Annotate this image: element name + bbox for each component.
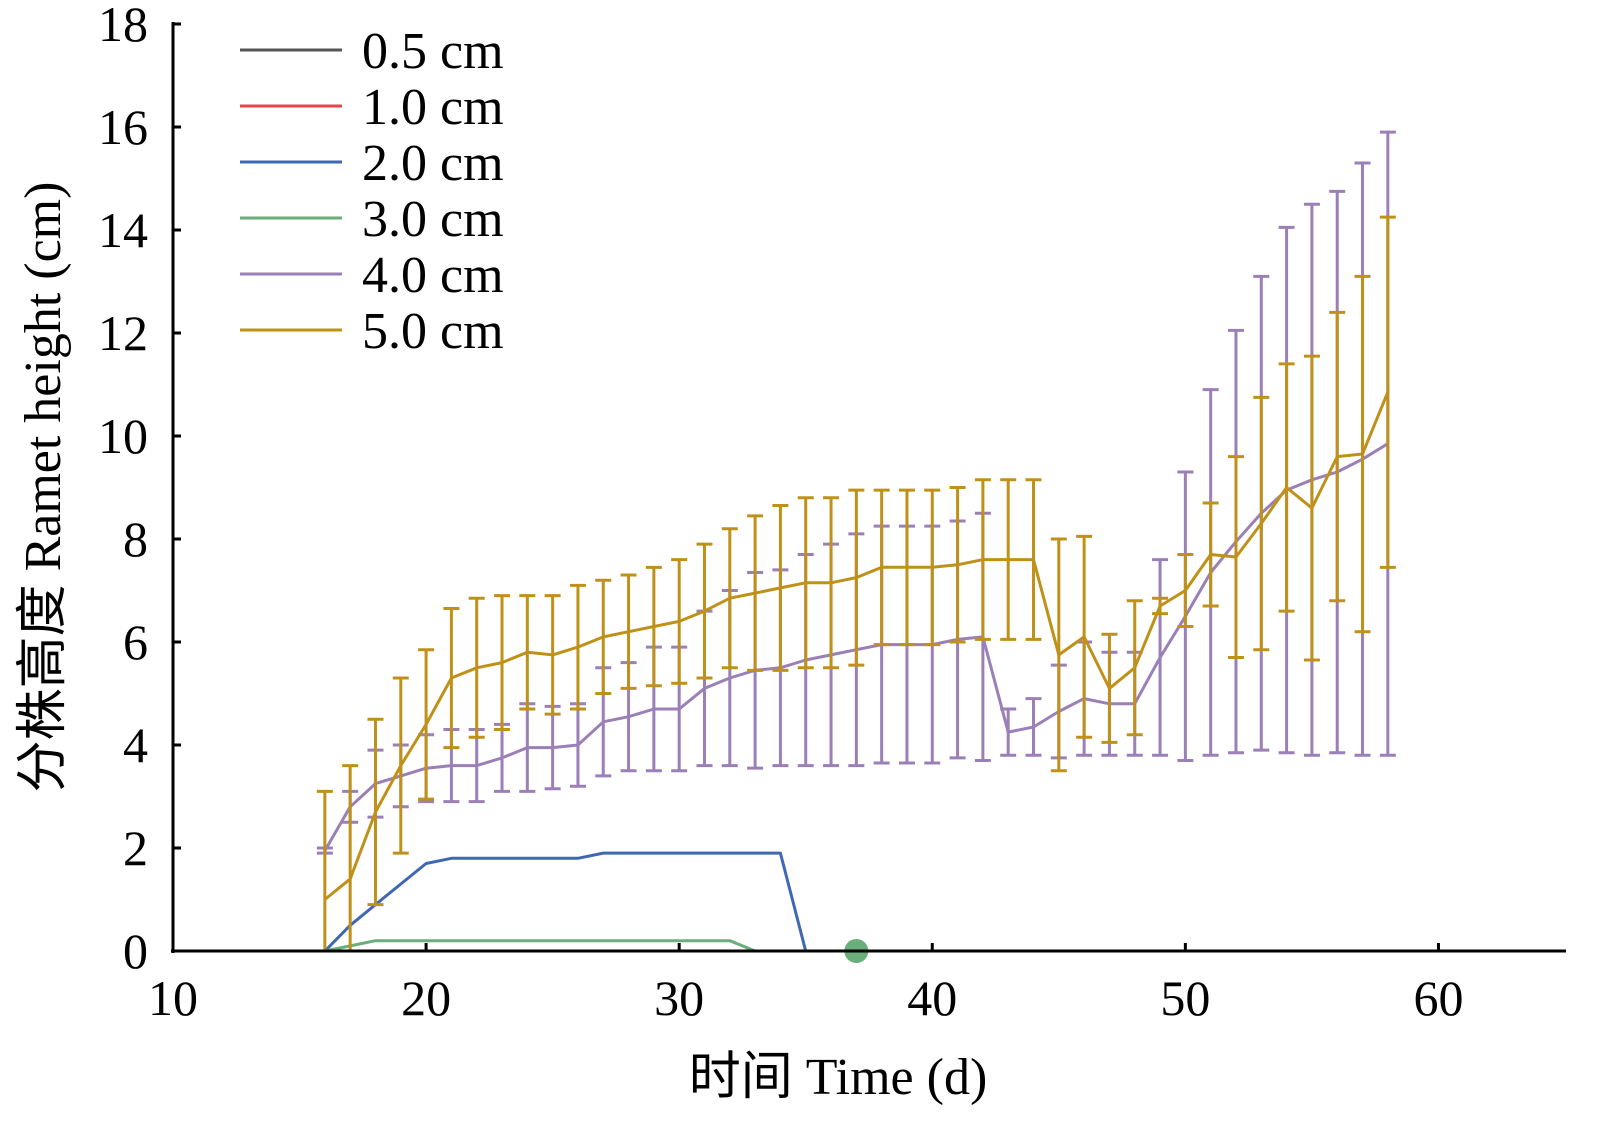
- series-line: [323, 851, 808, 953]
- legend: 0.5 cm1.0 cm2.0 cm3.0 cm4.0 cm5.0 cm: [240, 23, 504, 360]
- y-tick-label: 0: [123, 923, 148, 979]
- x-tick-label: 20: [401, 970, 451, 1026]
- x-tick-label: 10: [148, 970, 198, 1026]
- y-tick-label: 10: [98, 408, 148, 464]
- x-tick-label: 30: [654, 970, 704, 1026]
- x-tick-label: 60: [1413, 970, 1463, 1026]
- y-tick-label: 8: [123, 511, 148, 567]
- legend-label: 5.0 cm: [362, 303, 504, 360]
- legend-label: 3.0 cm: [362, 191, 504, 248]
- y-tick-label: 12: [98, 305, 148, 361]
- legend-label: 2.0 cm: [362, 135, 504, 192]
- axes: [171, 22, 1566, 953]
- legend-label: 0.5 cm: [362, 23, 504, 80]
- ticks: 10 20 30 40 50 60 0 2 4 6 8 10 12 14 16 18: [98, 0, 1463, 1026]
- y-tick-label: 6: [123, 614, 148, 670]
- x-tick-label: 40: [907, 970, 957, 1026]
- x-axis-title: 时间 Time (d): [689, 1049, 988, 1106]
- y-axis-title: 分株高度 Ramet height (cm): [15, 182, 72, 793]
- y-tick-label: 14: [98, 202, 148, 258]
- y-tick-label: 16: [98, 99, 148, 155]
- series-line: [323, 391, 1390, 901]
- series-2-0-cm: [323, 851, 808, 953]
- x-tick-label: 50: [1160, 970, 1210, 1026]
- legend-label: 4.0 cm: [362, 247, 504, 304]
- legend-label: 1.0 cm: [362, 79, 504, 136]
- y-tick-label: 18: [98, 0, 148, 52]
- y-tick-label: 2: [123, 820, 148, 876]
- y-tick-label: 4: [123, 717, 148, 773]
